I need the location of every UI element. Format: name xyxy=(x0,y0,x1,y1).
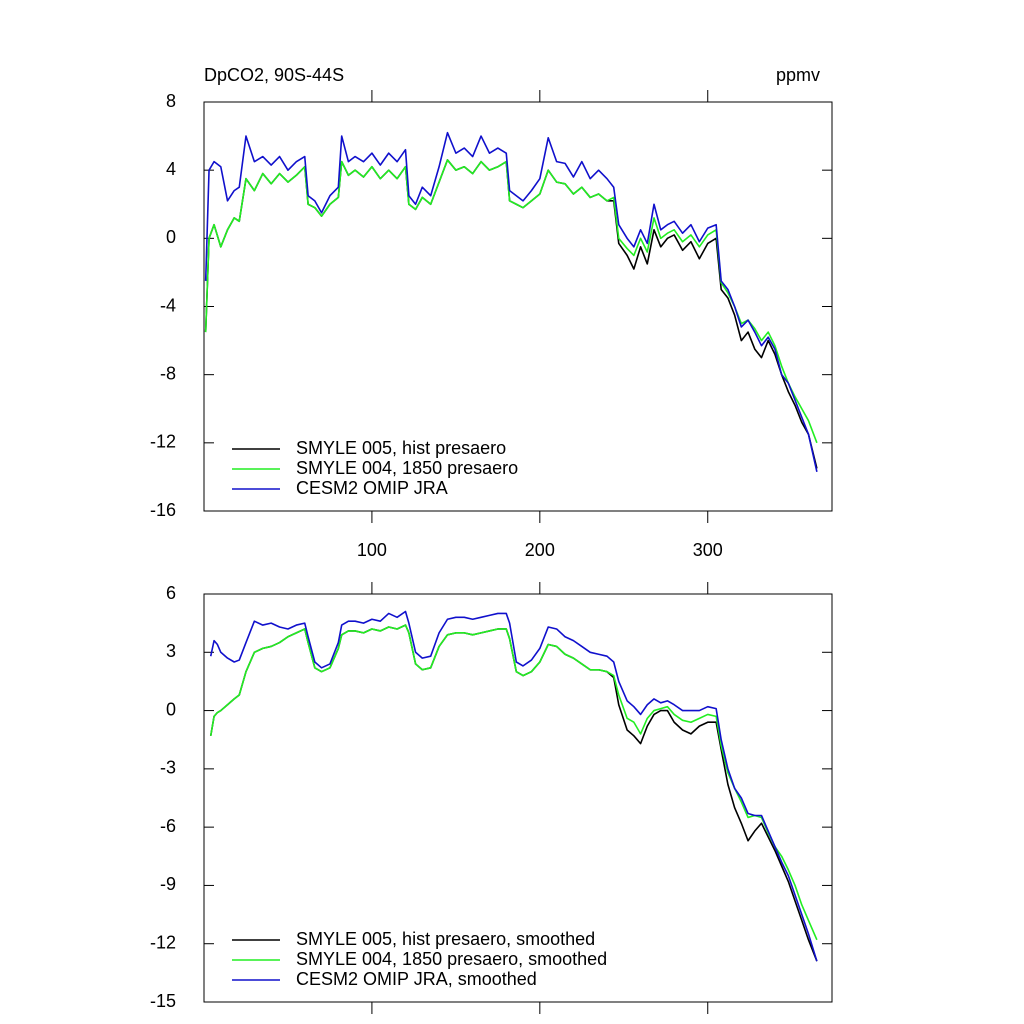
y-tick-label: -12 xyxy=(150,432,176,452)
y-tick-label: -12 xyxy=(150,932,176,952)
y-tick-label: 0 xyxy=(166,227,176,247)
legend-label: SMYLE 004, 1850 presaero, smoothed xyxy=(296,949,607,969)
legend-label: SMYLE 005, hist presaero xyxy=(296,438,506,458)
y-tick-label: -4 xyxy=(160,295,176,315)
y-tick-label: 0 xyxy=(166,699,176,719)
data-line xyxy=(204,159,818,444)
y-tick-label: -9 xyxy=(160,874,176,894)
x-tick-label: 200 xyxy=(525,540,555,560)
y-tick-label: -8 xyxy=(160,363,176,383)
y-tick-label: 3 xyxy=(166,641,176,661)
y-tick-label: -15 xyxy=(150,991,176,1011)
legend-label: SMYLE 004, 1850 presaero xyxy=(296,458,518,478)
y-tick-label: -6 xyxy=(160,816,176,836)
legend-label: CESM2 OMIP JRA xyxy=(296,478,448,498)
x-tick-label: 100 xyxy=(357,540,387,560)
data-line xyxy=(204,159,818,469)
legend-label: SMYLE 005, hist presaero, smoothed xyxy=(296,929,595,949)
data-line xyxy=(209,624,818,941)
y-tick-label: -16 xyxy=(150,500,176,520)
y-tick-label: 4 xyxy=(166,159,176,179)
plot-frame xyxy=(203,101,833,512)
legend-label: CESM2 OMIP JRA, smoothed xyxy=(296,969,537,989)
y-tick-label: 8 xyxy=(166,91,176,111)
data-line xyxy=(209,624,818,962)
y-tick-label: 6 xyxy=(166,583,176,603)
data-line xyxy=(209,610,818,962)
y-tick-label: -3 xyxy=(160,758,176,778)
data-line xyxy=(204,131,818,472)
chart-title: DpCO2, 90S-44S xyxy=(204,65,344,85)
x-tick-label: 300 xyxy=(693,540,723,560)
units-label: ppmv xyxy=(776,65,820,85)
plot-frame xyxy=(203,593,833,1003)
